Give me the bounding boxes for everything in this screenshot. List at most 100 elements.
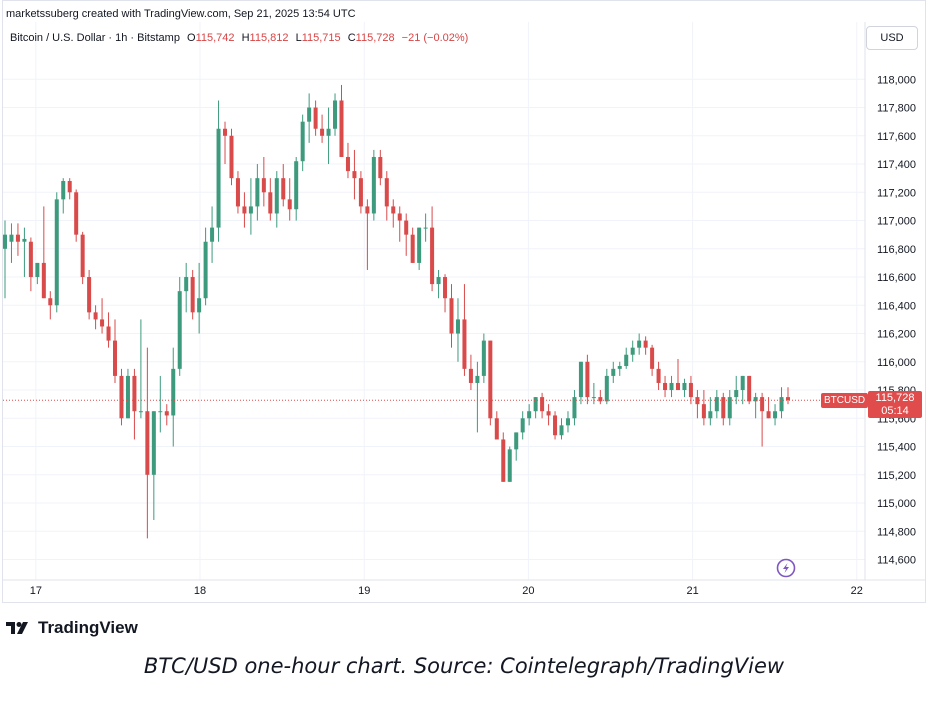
candle-body <box>93 312 98 320</box>
candle-body <box>611 368 616 376</box>
candle-body <box>734 390 739 398</box>
candle <box>514 432 519 461</box>
candle <box>533 397 538 419</box>
candle <box>138 319 143 419</box>
candle <box>268 178 273 221</box>
y-tick-label: 116,000 <box>877 357 916 369</box>
candle <box>74 189 79 242</box>
lightning-icon[interactable] <box>776 558 796 578</box>
candle <box>481 333 486 383</box>
candle <box>274 171 279 228</box>
candle <box>87 269 92 320</box>
figure-caption: BTC/USD one-hour chart. Source: Cointele… <box>143 654 785 678</box>
y-tick-label: 118,000 <box>877 74 916 86</box>
candle <box>93 305 98 330</box>
candle-body <box>708 411 713 419</box>
candle <box>779 387 784 419</box>
candle <box>565 411 570 433</box>
ohlc-legend: Bitcoin / U.S. Dollar · 1h · Bitstamp O1… <box>10 32 468 44</box>
candle <box>345 142 350 179</box>
candle-body <box>352 171 357 179</box>
candle-body <box>462 319 467 369</box>
grid-lines <box>3 22 865 580</box>
candle <box>397 206 402 242</box>
candle <box>501 432 506 482</box>
candle <box>384 171 389 221</box>
candle <box>41 206 46 299</box>
tradingview-brand[interactable]: TradingView <box>6 616 138 640</box>
y-tick-label: 116,200 <box>877 329 916 341</box>
candle <box>475 361 480 433</box>
candle <box>546 404 551 426</box>
candle <box>113 319 118 383</box>
candle <box>229 128 234 186</box>
candle <box>540 392 545 419</box>
open-value: 115,742 <box>195 32 235 44</box>
candle <box>488 340 493 426</box>
candle <box>197 262 202 334</box>
candle <box>637 333 642 355</box>
candle-body <box>106 326 111 341</box>
candle <box>261 156 266 207</box>
candle <box>701 390 706 426</box>
candle-body <box>423 227 428 229</box>
open-label: O <box>187 32 196 44</box>
candle-body <box>714 397 719 412</box>
candle <box>753 392 758 419</box>
candle-body <box>300 121 305 162</box>
candle-body <box>151 411 156 475</box>
candle-body <box>229 135 234 179</box>
close-label: C <box>347 32 356 44</box>
candle-body <box>785 397 791 401</box>
candle <box>740 375 745 405</box>
candle-body <box>223 128 228 136</box>
candle-body <box>643 340 648 348</box>
candle-body <box>22 238 27 242</box>
candle-body <box>630 347 635 355</box>
candle <box>54 192 59 313</box>
candle-body <box>760 397 765 412</box>
candle-body <box>177 291 182 369</box>
candle-body <box>358 178 363 207</box>
low-label: L <box>295 32 302 44</box>
time-axis[interactable]: 17 18 19 20 21 22 <box>30 585 863 597</box>
candle-body <box>565 418 570 426</box>
candle-body <box>585 361 590 398</box>
candle-body <box>378 156 383 179</box>
high-value: 115,812 <box>249 32 289 44</box>
y-tick-label: 115,200 <box>877 470 916 482</box>
symbol-description[interactable]: Bitcoin / U.S. Dollar · 1h · Bitstamp <box>10 32 180 44</box>
candle <box>443 274 448 313</box>
candle-body <box>80 234 85 278</box>
candle-body <box>145 411 150 475</box>
candlestick-chart[interactable]: 114,600114,800115,000115,200115,400115,6… <box>0 0 928 606</box>
price-axis[interactable]: 114,600114,800115,000115,200115,400115,6… <box>877 74 916 566</box>
candle-body <box>268 192 273 214</box>
candle <box>688 375 693 405</box>
candle <box>320 114 325 143</box>
tradingview-logo-icon <box>6 622 28 634</box>
candle <box>216 100 221 242</box>
candle <box>785 387 791 405</box>
candle-body <box>281 178 286 200</box>
candle-body <box>747 375 752 402</box>
candle <box>520 411 525 440</box>
candle <box>210 206 215 263</box>
candle <box>462 284 467 376</box>
candle-body <box>384 178 389 207</box>
candle-body <box>624 354 629 367</box>
x-tick-label: 18 <box>194 585 206 597</box>
candle-body <box>688 382 693 398</box>
candle <box>352 149 357 200</box>
candle-body <box>235 178 240 207</box>
candle-body <box>15 234 20 242</box>
candle <box>527 404 532 426</box>
candle <box>682 378 687 398</box>
y-tick-label: 117,800 <box>877 103 916 115</box>
y-tick-label: 115,400 <box>877 442 916 454</box>
x-tick-label: 17 <box>30 585 42 597</box>
candle-body <box>158 411 163 413</box>
candle <box>773 404 778 426</box>
currency-button[interactable]: USD <box>866 26 918 50</box>
candle-body <box>701 404 706 419</box>
